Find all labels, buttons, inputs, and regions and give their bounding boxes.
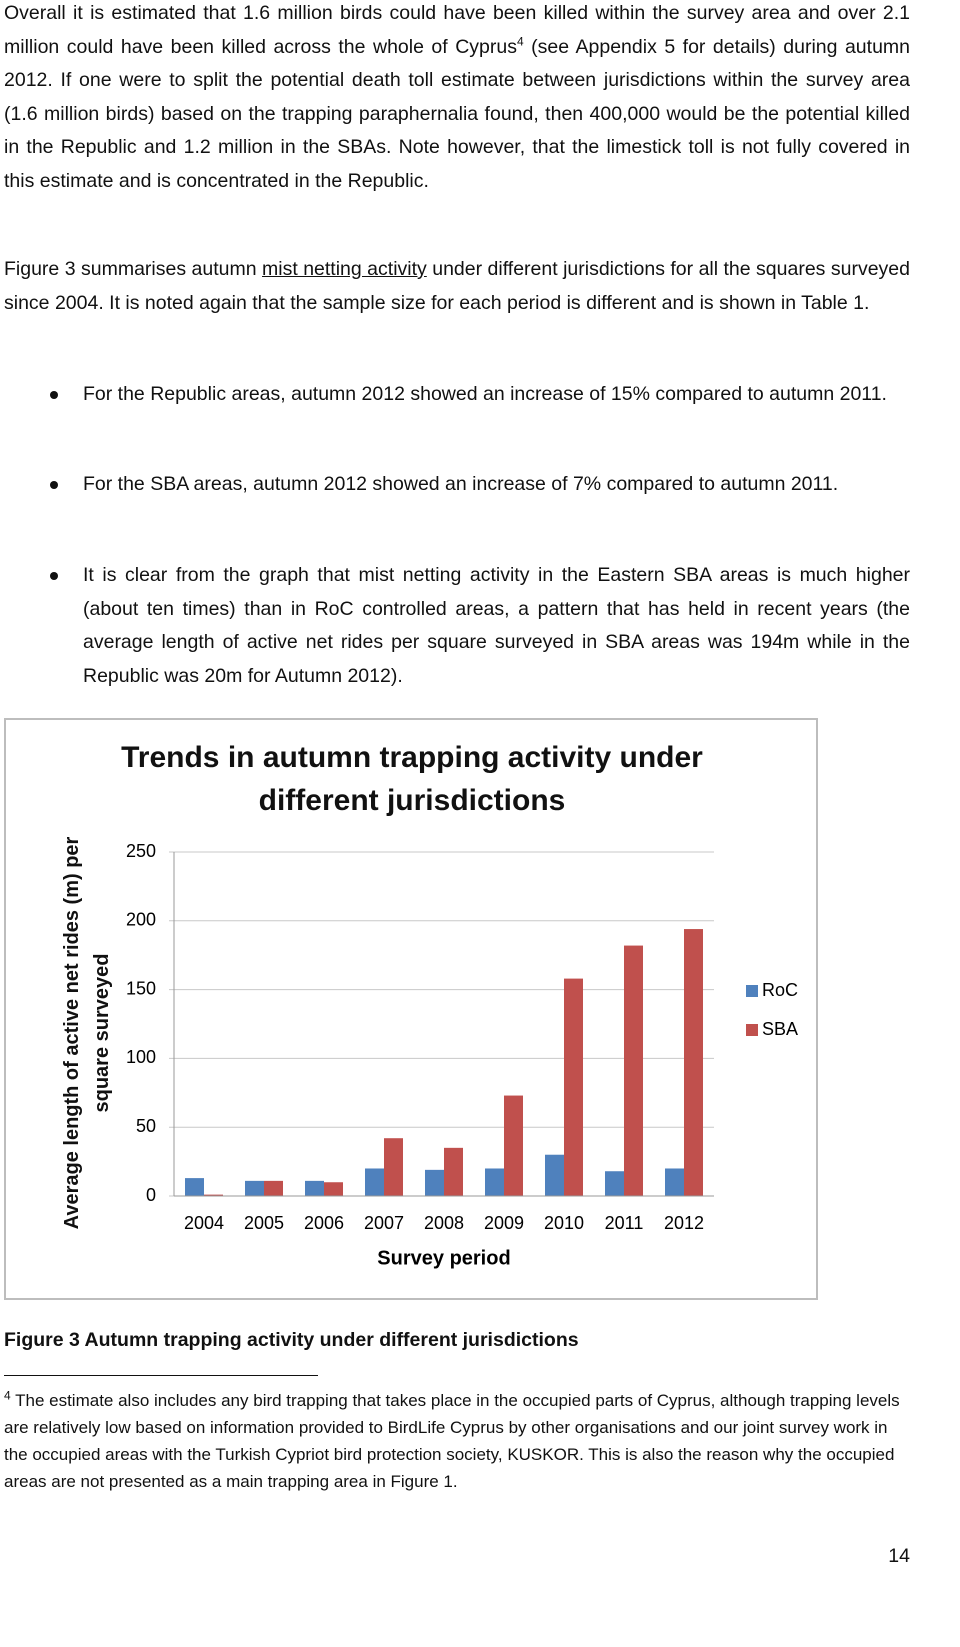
bar (444, 1147, 463, 1196)
footnote-ref: 4 (516, 34, 524, 49)
bullet (50, 572, 58, 580)
y-tick-label: 150 (126, 978, 156, 998)
bar (665, 1168, 684, 1196)
bar (384, 1138, 403, 1196)
x-tick-label: 2010 (544, 1213, 584, 1233)
footnote-marker: 4 (4, 1388, 11, 1403)
bar (624, 945, 643, 1196)
x-tick-label: 2008 (424, 1213, 464, 1233)
text: (see Appendix 5 for details) during autu… (4, 35, 911, 192)
page-number: 14 (888, 1545, 910, 1567)
footnote: 4 The estimate also includes any bird tr… (4, 1387, 910, 1495)
bullet-text: For the SBA areas, autumn 2012 showed an… (83, 473, 839, 495)
x-tick-label: 2009 (484, 1213, 524, 1233)
y-tick-label: 100 (126, 1047, 156, 1067)
bar (264, 1180, 283, 1196)
paragraph: Overall it is estimated that 1.6 million… (4, 0, 910, 199)
legend-label: RoC (762, 980, 798, 1000)
y-tick-label: 250 (126, 841, 156, 861)
bar (605, 1171, 624, 1196)
legend-swatch (746, 985, 758, 997)
y-tick-label: 0 (146, 1185, 156, 1205)
legend-label: SBA (762, 1019, 798, 1039)
footnote-text: The estimate also includes any bird trap… (4, 1391, 900, 1491)
bullet (50, 391, 58, 399)
x-tick-label: 2011 (605, 1213, 644, 1233)
figure-caption: Figure 3 Autumn trapping activity under … (4, 1329, 579, 1351)
bar (545, 1154, 564, 1196)
x-tick-label: 2007 (364, 1213, 404, 1233)
bar (425, 1169, 444, 1196)
y-tick-label: 50 (136, 1116, 156, 1136)
bar (504, 1095, 523, 1196)
bar (245, 1180, 264, 1196)
paragraph: Figure 3 summarises autumn mist netting … (4, 253, 910, 320)
chart: 0 50 100 150 200 250 2004 2005 2006 2007 2008 2009 2… (4, 718, 818, 1300)
bar (185, 1178, 204, 1196)
y-axis-label: Average length of active net rides (m) p… (61, 836, 113, 1230)
bullet-text: For the Republic areas, autumn 2012 show… (83, 383, 887, 405)
bar (684, 929, 703, 1196)
x-axis-label: Survey period (377, 1247, 510, 1269)
bar (564, 978, 583, 1196)
bullet (50, 481, 58, 489)
bar (485, 1168, 504, 1196)
x-tick-label: 2006 (304, 1213, 344, 1233)
underlined-text: mist netting activity (262, 258, 427, 280)
legend-swatch (746, 1024, 758, 1036)
chart-svg: 0 50 100 150 200 250 2004 2005 2006 2007 2008 2009 2… (126, 841, 798, 1270)
y-tick-label: 200 (126, 910, 156, 930)
bar (204, 1194, 223, 1196)
x-tick-label: 2012 (664, 1213, 704, 1233)
bar (365, 1168, 384, 1196)
bar (305, 1180, 324, 1196)
footnote-rule (4, 1375, 318, 1376)
text: Figure 3 summarises autumn (4, 258, 257, 280)
bullet-text: It is clear from the graph that mist net… (83, 564, 910, 687)
text: under different jurisdictions for all th… (4, 258, 910, 314)
x-tick-label: 2005 (244, 1213, 284, 1233)
chart-title: Trends in autumn trapping activity under… (121, 741, 703, 817)
text: Overall it is estimated that 1.6 million… (4, 2, 910, 58)
bar (324, 1182, 343, 1196)
x-tick-label: 2004 (184, 1213, 224, 1233)
